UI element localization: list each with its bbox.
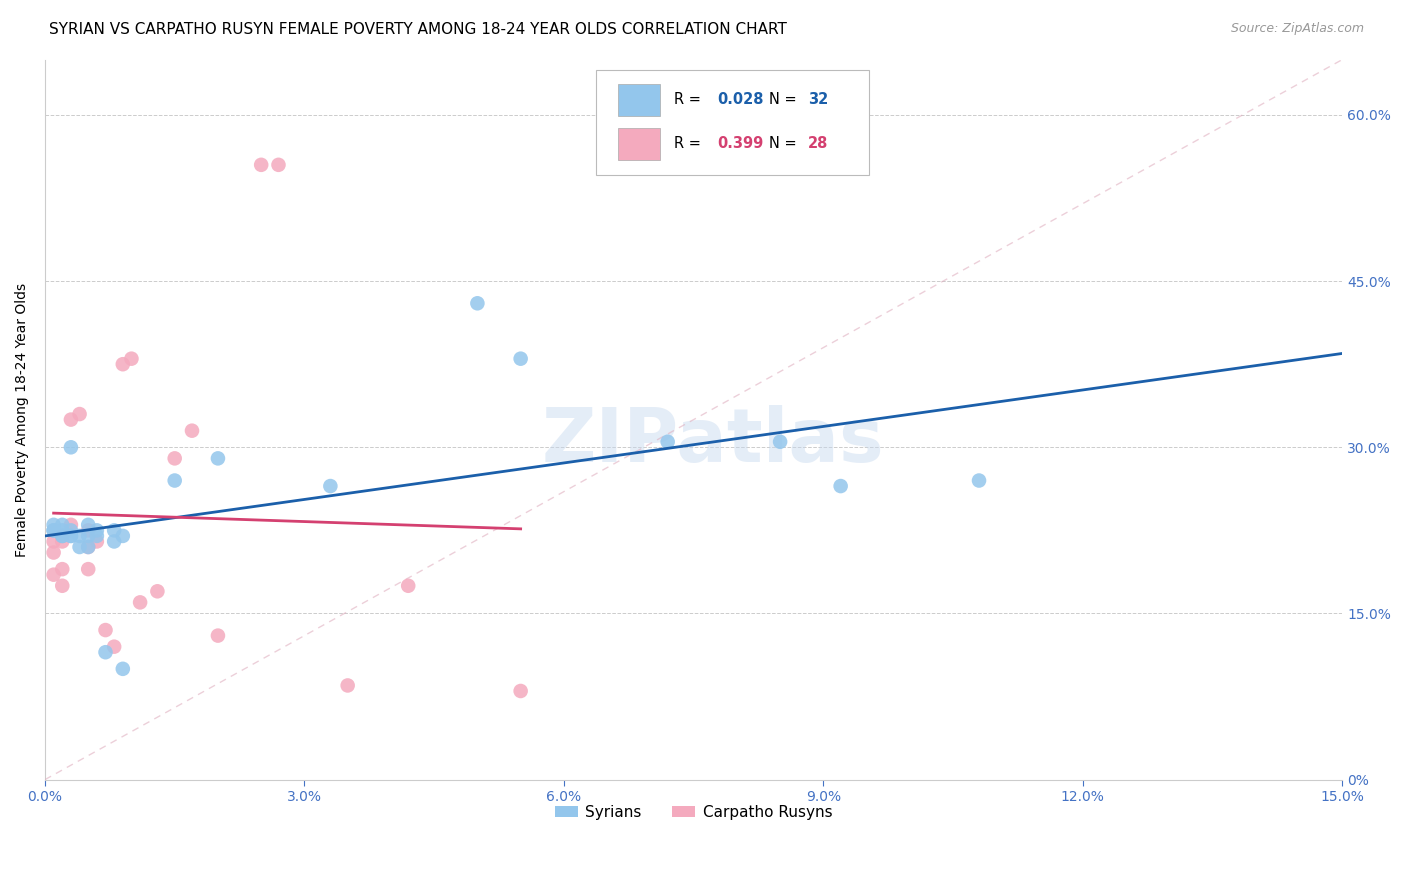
Point (163, 474, 186, 488)
Point (967, 474, 990, 488)
Point (42, 517, 65, 532)
Point (86, 524, 108, 538)
Text: Source: ZipAtlas.com: Source: ZipAtlas.com (1230, 22, 1364, 36)
Text: N =: N = (769, 93, 801, 107)
Point (94, 645, 117, 659)
Point (111, 662, 134, 676)
Point (51, 534, 73, 549)
Text: R =: R = (673, 136, 706, 152)
Point (163, 451, 186, 466)
Point (94, 623, 117, 637)
FancyBboxPatch shape (596, 70, 869, 175)
Text: 28: 28 (808, 136, 828, 152)
Point (657, 434, 679, 449)
Point (77, 517, 100, 532)
Point (77, 562, 100, 576)
Point (86, 529, 108, 543)
Point (59, 529, 82, 543)
Text: ZIPatlas: ZIPatlas (541, 405, 884, 478)
Point (509, 684, 531, 698)
Y-axis label: Female Poverty Among 18-24 Year Olds: Female Poverty Among 18-24 Year Olds (15, 283, 30, 557)
Point (42, 534, 65, 549)
Point (59, 440, 82, 454)
Point (69, 529, 91, 543)
Point (509, 351, 531, 366)
Point (51, 529, 73, 543)
Point (129, 595, 152, 609)
Point (207, 629, 229, 643)
Point (207, 451, 229, 466)
Point (103, 534, 125, 549)
Point (86, 534, 108, 549)
Point (42, 524, 65, 538)
Point (396, 579, 419, 593)
Text: SYRIAN VS CARPATHO RUSYN FEMALE POVERTY AMONG 18-24 YEAR OLDS CORRELATION CHART: SYRIAN VS CARPATHO RUSYN FEMALE POVERTY … (49, 22, 787, 37)
Point (51, 524, 73, 538)
Point (830, 479, 852, 493)
Point (319, 479, 342, 493)
Point (42, 545, 65, 559)
Point (77, 529, 100, 543)
Point (59, 524, 82, 538)
Point (769, 434, 792, 449)
Point (111, 357, 134, 371)
Point (103, 524, 125, 538)
FancyBboxPatch shape (619, 128, 659, 160)
Point (42, 524, 65, 538)
Point (69, 407, 91, 421)
Point (51, 517, 73, 532)
Point (77, 540, 100, 554)
Point (77, 524, 100, 538)
Point (59, 412, 82, 426)
Text: R =: R = (673, 93, 706, 107)
Point (59, 517, 82, 532)
FancyBboxPatch shape (619, 84, 659, 116)
Point (181, 424, 204, 438)
Point (120, 351, 142, 366)
Text: 32: 32 (808, 93, 828, 107)
Point (69, 540, 91, 554)
Point (267, 158, 290, 172)
Point (51, 529, 73, 543)
Point (77, 540, 100, 554)
Text: N =: N = (769, 136, 801, 152)
Text: 0.399: 0.399 (717, 136, 763, 152)
Point (336, 678, 359, 692)
Point (59, 529, 82, 543)
Point (146, 584, 169, 599)
Legend: Syrians, Carpatho Rusyns: Syrians, Carpatho Rusyns (548, 798, 838, 826)
Point (250, 158, 273, 172)
Point (42, 567, 65, 582)
Point (51, 579, 73, 593)
Point (103, 640, 125, 654)
Point (51, 529, 73, 543)
Point (111, 529, 134, 543)
Text: 0.028: 0.028 (717, 93, 763, 107)
Point (467, 296, 489, 310)
Point (51, 562, 73, 576)
